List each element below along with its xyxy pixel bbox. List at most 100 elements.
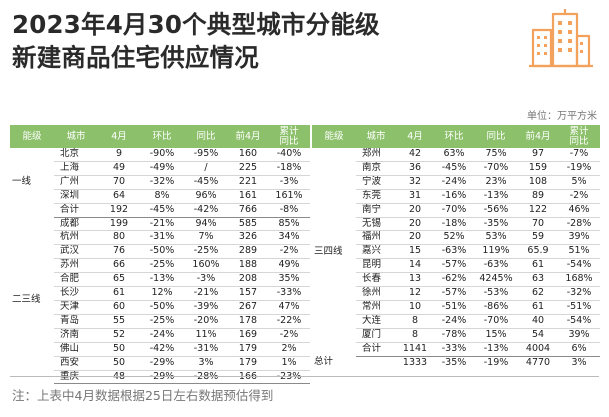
header-apr: 4月 [396, 125, 434, 148]
city-cell: 昆明 [356, 258, 396, 274]
mom-cell: 63% [434, 148, 474, 162]
apr-cell: 61 [98, 286, 140, 301]
table-row: 徐州 12 -57% -53% 62 -32% [312, 286, 600, 301]
first4-cell: 108 [518, 175, 558, 190]
first4-cell: 70 [518, 217, 558, 232]
cum-cell: -33% [268, 286, 310, 301]
cum-cell: 35% [268, 272, 310, 288]
table-row: 昆明 14 -57% -63% 61 -54% [312, 258, 600, 274]
cum-cell: 161% [268, 189, 310, 204]
city-cell: 武汉 [54, 244, 98, 260]
mom-cell: -32% [140, 175, 184, 190]
cum-cell: -54% [558, 258, 600, 274]
title-line-2: 新建商品住宅供应情况 [12, 43, 259, 72]
mom-cell: 52% [434, 230, 474, 246]
first4-cell: 4004 [518, 342, 558, 357]
city-cell: 青岛 [54, 314, 98, 329]
cum-cell: -22% [268, 314, 310, 329]
first4-cell: 161 [228, 189, 268, 204]
apr-cell: 49 [98, 161, 140, 176]
apr-cell: 8 [396, 328, 434, 343]
first4-cell: 40 [518, 314, 558, 329]
mom-cell: 8% [140, 189, 184, 204]
apr-cell: 64 [98, 189, 140, 204]
city-cell: 徐州 [356, 286, 396, 301]
tier-label: 二三线 [12, 294, 41, 306]
first4-cell: 159 [518, 161, 558, 176]
header-cum-yoy: 累计 同比 [268, 125, 310, 148]
city-cell: 厦门 [356, 328, 396, 343]
first4-cell: 4770 [525, 356, 551, 368]
yoy-cell: -53% [474, 286, 518, 301]
header-mom: 环比 [434, 125, 474, 148]
header-first4: 前4月 [228, 125, 268, 148]
table-row: 厦门 8 -78% 15% 54 39% [312, 328, 600, 343]
table-header-row: 能级 城市 4月 环比 同比 前4月 累计 同比 [312, 125, 600, 148]
yoy-cell: -20% [184, 314, 228, 329]
table-row: 合计 1141 -33% -13% 4004 6% [312, 342, 600, 357]
first4-cell: 61 [518, 258, 558, 274]
mom-cell: -21% [140, 217, 184, 232]
table-row: 武汉 76 -50% -25% 289 -2% [10, 244, 310, 260]
apr-cell: 70 [98, 175, 140, 190]
apr-cell: 36 [396, 161, 434, 176]
yoy-cell: -70% [474, 314, 518, 329]
mom-cell: -24% [434, 175, 474, 190]
first4-cell: 225 [228, 161, 268, 176]
city-cell: 北京 [54, 148, 98, 162]
mom-cell: -45% [140, 203, 184, 218]
cum-cell: 34% [268, 230, 310, 246]
table-row: 东莞 31 -16% -13% 89 -2% [312, 189, 600, 204]
first4-cell: 54 [518, 328, 558, 343]
apr-cell: 9 [98, 148, 140, 162]
cum-cell: -7% [558, 148, 600, 162]
apr-cell: 1333 [402, 356, 428, 368]
first4-cell: 62 [518, 286, 558, 301]
header-city: 城市 [356, 125, 396, 148]
city-cell: 济南 [54, 328, 98, 343]
table-row: 无锡 20 -18% -35% 70 -28% [312, 217, 600, 232]
table-row: 合计 192 -45% -42% 766 -8% [10, 203, 310, 218]
mom-cell: -49% [140, 161, 184, 176]
apr-cell: 32 [396, 175, 434, 190]
first4-cell: 169 [228, 328, 268, 343]
right-supply-table: 能级 城市 4月 环比 同比 前4月 累计 同比 三四线 郑州 42 63% 75% 97… [312, 125, 600, 370]
table-row: 深圳 64 8% 96% 161 161% [10, 189, 310, 204]
yoy-cell: -45% [184, 175, 228, 190]
city-cell: 南京 [356, 161, 396, 176]
cum-cell: -32% [558, 286, 600, 301]
table-row: 西安 50 -29% 3% 179 1% [10, 356, 310, 371]
mom-cell: -42% [140, 342, 184, 357]
city-cell: 无锡 [356, 217, 396, 232]
first4-cell: 188 [228, 258, 268, 274]
first4-cell: 208 [228, 272, 268, 288]
apr-cell: 14 [396, 258, 434, 274]
cum-cell: -2% [268, 328, 310, 343]
mom-cell: -51% [434, 300, 474, 315]
city-cell: 上海 [54, 161, 98, 176]
yoy-cell: / [184, 161, 228, 176]
yoy-cell: 160% [184, 258, 228, 274]
table-row: 常州 10 -51% -86% 61 -51% [312, 300, 600, 315]
first4-cell: 326 [228, 230, 268, 246]
city-cell: 大连 [356, 314, 396, 329]
header-cum-yoy-line2: 同比 [279, 135, 299, 147]
header-cum-yoy-line2: 同比 [569, 135, 589, 147]
yoy-cell: -3% [184, 272, 228, 288]
mom-cell: -25% [140, 258, 184, 274]
cum-cell: -8% [268, 203, 310, 218]
yoy-cell: -70% [474, 161, 518, 176]
city-cell: 成都 [54, 217, 98, 232]
table-row: 合肥 65 -13% -3% 208 35% [10, 272, 310, 288]
header-tier: 能级 [10, 125, 54, 148]
mom-cell: -13% [140, 272, 184, 288]
city-cell: 广州 [54, 175, 98, 190]
mom-cell: -78% [434, 328, 474, 343]
cum-cell: -19% [558, 161, 600, 176]
yoy-cell: -56% [474, 203, 518, 218]
mom-cell: -16% [434, 189, 474, 204]
yoy-cell: -95% [184, 148, 228, 162]
apr-cell: 66 [98, 258, 140, 274]
header-cum-yoy-line1: 累计 [569, 125, 589, 137]
first4-cell: 97 [518, 148, 558, 162]
